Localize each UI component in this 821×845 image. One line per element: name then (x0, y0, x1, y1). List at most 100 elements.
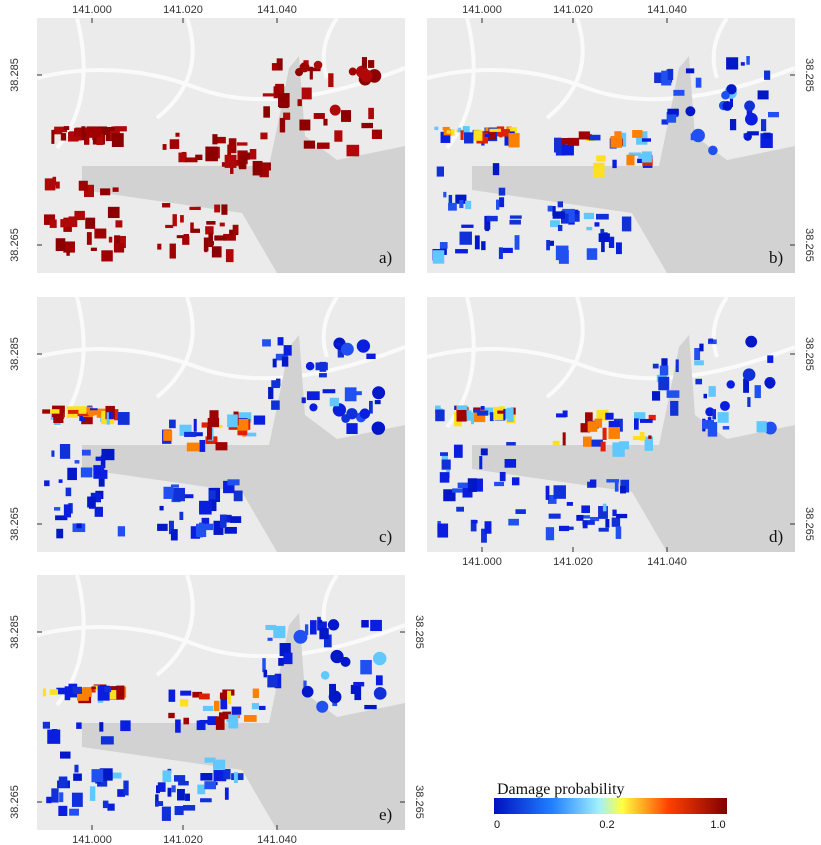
colorbar (494, 798, 727, 814)
building (165, 225, 173, 228)
building (589, 135, 601, 141)
map-panel: a)141.000141.020141.04038.28538.265 (9, 4, 405, 273)
building (304, 141, 315, 149)
building (183, 805, 195, 811)
building (271, 380, 280, 388)
building (668, 69, 673, 80)
map-panel: b)141.000141.020141.04038.28538.265 (427, 4, 815, 273)
building (59, 792, 63, 802)
building (109, 412, 113, 419)
building (232, 707, 242, 715)
building (68, 410, 78, 414)
building (74, 765, 78, 773)
building (764, 71, 770, 80)
building (157, 244, 161, 250)
building (100, 188, 110, 195)
legend-title: Damage probability (497, 781, 625, 798)
building (435, 410, 444, 422)
tank (349, 68, 357, 76)
building (225, 788, 229, 800)
building (755, 385, 761, 398)
building (59, 777, 68, 788)
building (474, 130, 483, 141)
building (459, 200, 463, 208)
building (704, 394, 708, 399)
building (190, 229, 200, 233)
tank (765, 379, 775, 389)
building (763, 133, 770, 139)
building (162, 770, 171, 782)
building (229, 138, 237, 153)
building (558, 201, 563, 207)
building (67, 468, 77, 480)
tank (372, 386, 385, 399)
building (723, 426, 730, 430)
building (457, 410, 467, 422)
building (546, 486, 550, 500)
building (163, 144, 167, 150)
y-tick-label: 38.285 (9, 615, 21, 649)
building (496, 200, 499, 210)
building (464, 132, 473, 143)
building (284, 653, 293, 665)
y-tick-label: 38.265 (413, 785, 425, 819)
building (563, 432, 566, 445)
building (123, 781, 128, 796)
building (608, 427, 619, 439)
building (500, 472, 506, 481)
building (605, 519, 609, 528)
building (216, 716, 225, 730)
building (180, 691, 191, 696)
building (642, 151, 652, 162)
building (568, 138, 579, 146)
building (587, 248, 597, 260)
building (87, 126, 98, 137)
building (614, 131, 621, 137)
y-tick-label: 38.265 (803, 507, 815, 541)
building (554, 138, 562, 153)
tank (743, 368, 756, 381)
building (91, 248, 97, 251)
building (207, 427, 212, 440)
building (163, 487, 173, 499)
building (667, 390, 680, 398)
building (59, 479, 63, 483)
building (626, 155, 634, 166)
building (273, 359, 277, 368)
building (499, 188, 505, 196)
building (56, 182, 60, 189)
building (616, 526, 622, 539)
building (319, 620, 322, 623)
building (204, 238, 209, 252)
building (576, 515, 583, 521)
building (66, 252, 69, 256)
building (605, 413, 613, 420)
building (509, 220, 520, 225)
building (180, 699, 188, 706)
tank (708, 146, 718, 156)
building (212, 246, 222, 257)
building (262, 339, 271, 346)
building (302, 397, 306, 403)
building (489, 129, 501, 132)
panel-label: a) (379, 248, 392, 267)
tank (357, 339, 370, 352)
building (160, 506, 164, 511)
building (77, 523, 82, 528)
building (712, 409, 716, 419)
building (214, 235, 226, 240)
building (205, 147, 218, 162)
building (353, 682, 364, 686)
building (364, 705, 376, 709)
building (180, 215, 184, 222)
building (241, 153, 250, 160)
building (579, 131, 590, 139)
building (227, 691, 231, 704)
building (112, 133, 124, 147)
building (263, 106, 270, 117)
building (267, 675, 277, 687)
x-tick-label: 141.020 (553, 4, 593, 16)
building (272, 63, 278, 70)
building (615, 480, 619, 492)
y-tick-label: 38.285 (9, 58, 21, 92)
